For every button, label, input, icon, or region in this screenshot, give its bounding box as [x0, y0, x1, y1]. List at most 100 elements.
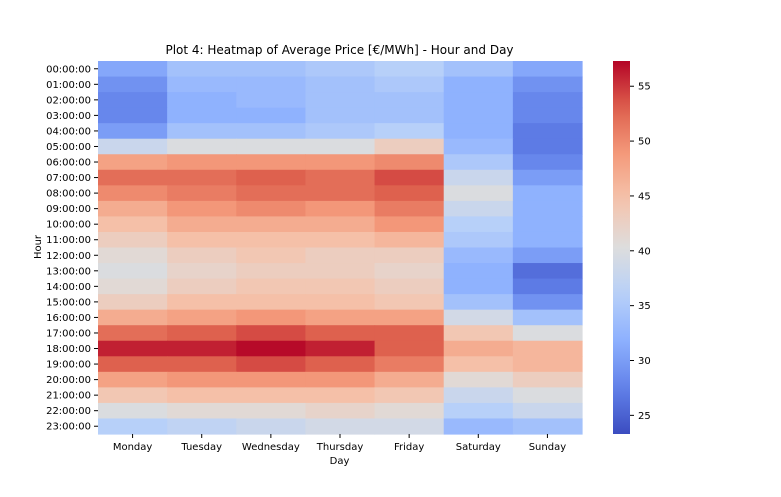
heatmap-cell: [374, 200, 445, 218]
heatmap-cell: [98, 200, 168, 218]
heatmap-cell: [98, 169, 168, 186]
heatmap-cell: [512, 107, 583, 124]
heatmap-cell: [236, 340, 307, 357]
heatmap-cell: [98, 402, 168, 420]
heatmap-cell: [512, 200, 583, 218]
heatmap-cell: [167, 371, 237, 388]
heatmap-cell: [236, 154, 307, 171]
heatmap-cell: [236, 294, 307, 311]
heatmap-cell: [305, 263, 376, 280]
heatmap-cell: [98, 309, 168, 326]
y-tick-label: 11:00:00: [46, 235, 91, 246]
heatmap-cell: [443, 185, 514, 202]
heatmap-cell: [167, 154, 237, 171]
heatmap-cell: [305, 76, 376, 93]
y-tick-label: 03:00:00: [46, 111, 91, 122]
heatmap-cell: [236, 247, 307, 264]
heatmap-cell: [236, 325, 307, 342]
x-tick-label: Tuesday: [180, 442, 222, 453]
heatmap-cell: [443, 216, 514, 233]
heatmap-cell: [374, 325, 445, 342]
heatmap-cell: [236, 216, 307, 233]
heatmap-cell: [512, 387, 583, 404]
heatmap-cell: [167, 340, 237, 357]
y-tick-label: 07:00:00: [46, 173, 91, 184]
heatmap-cell: [443, 138, 514, 155]
heatmap-cell: [512, 76, 583, 93]
heatmap-cell: [98, 185, 168, 202]
heatmap-cell: [443, 371, 514, 388]
heatmap-cell: [98, 356, 168, 373]
y-tick-label: 01:00:00: [46, 80, 91, 91]
heatmap-cell: [305, 231, 376, 249]
heatmap-cell: [512, 278, 583, 295]
heatmap-cell: [167, 247, 237, 264]
heatmap-cell: [305, 107, 376, 124]
heatmap-cell: [167, 92, 237, 109]
heatmap-cell: [167, 76, 237, 93]
heatmap-cell: [512, 154, 583, 171]
heatmap-cell: [374, 309, 445, 326]
heatmap-cell: [443, 107, 514, 124]
heatmap-cell: [443, 61, 514, 78]
heatmap-cell: [236, 402, 307, 420]
y-tick-label: 12:00:00: [46, 251, 91, 262]
heatmap-cell: [443, 200, 514, 218]
heatmap-cell: [512, 169, 583, 186]
heatmap-cell: [374, 356, 445, 373]
y-tick-label: 22:00:00: [46, 406, 91, 417]
y-tick-label: 16:00:00: [46, 313, 91, 324]
heatmap-cell: [374, 387, 445, 404]
heatmap-cell: [236, 123, 307, 140]
heatmap-cell: [98, 92, 168, 109]
heatmap-cell: [167, 294, 237, 311]
heatmap-cell: [374, 340, 445, 357]
heatmap-cell: [98, 247, 168, 264]
heatmap-cell: [374, 247, 445, 264]
colorbar-tick-label: 35: [638, 301, 651, 312]
heatmap-cell: [167, 200, 237, 218]
y-tick-label: 10:00:00: [46, 220, 91, 231]
heatmap-cell: [98, 61, 168, 78]
heatmap-cell: [374, 169, 445, 186]
heatmap-cell: [443, 418, 514, 435]
x-tick-label: Sunday: [529, 442, 566, 453]
heatmap-cell: [167, 216, 237, 233]
y-axis-label: Hour: [33, 234, 44, 259]
heatmap-cell: [374, 123, 445, 140]
y-tick-label: 17:00:00: [46, 328, 91, 339]
heatmap-cell: [236, 278, 307, 295]
heatmap-cell: [374, 92, 445, 109]
heatmap-cell: [512, 340, 583, 357]
x-tick-label: Saturday: [456, 442, 501, 453]
heatmap-cell: [98, 76, 168, 93]
heatmap-cell: [443, 169, 514, 186]
heatmap-cell: [512, 216, 583, 233]
y-tick-label: 21:00:00: [46, 391, 91, 402]
heatmap-cell: [374, 294, 445, 311]
y-tick-label: 09:00:00: [46, 204, 91, 215]
heatmap-cell: [98, 216, 168, 233]
heatmap-cell: [305, 294, 376, 311]
heatmap-cell: [98, 138, 168, 155]
heatmap-cell: [236, 387, 307, 404]
y-tick-label: 23:00:00: [46, 422, 91, 433]
heatmap-cell: [443, 123, 514, 140]
heatmap-cell: [374, 231, 445, 249]
heatmap-cell: [305, 356, 376, 373]
y-tick-label: 02:00:00: [46, 95, 91, 106]
heatmap-cell: [512, 138, 583, 155]
heatmap-cell: [236, 107, 307, 124]
colorbar-tick-label: 25: [638, 411, 651, 422]
heatmap-cell: [374, 371, 445, 388]
colorbar-tick-label: 40: [638, 246, 651, 257]
heatmap-cell: [236, 92, 307, 109]
heatmap-cell: [305, 154, 376, 171]
heatmap-cell: [167, 278, 237, 295]
x-axis-label: Day: [330, 456, 350, 467]
heatmap-cell: [374, 263, 445, 280]
y-tick-label: 20:00:00: [46, 375, 91, 386]
heatmap-cell: [305, 418, 376, 435]
heatmap-cell: [305, 278, 376, 295]
